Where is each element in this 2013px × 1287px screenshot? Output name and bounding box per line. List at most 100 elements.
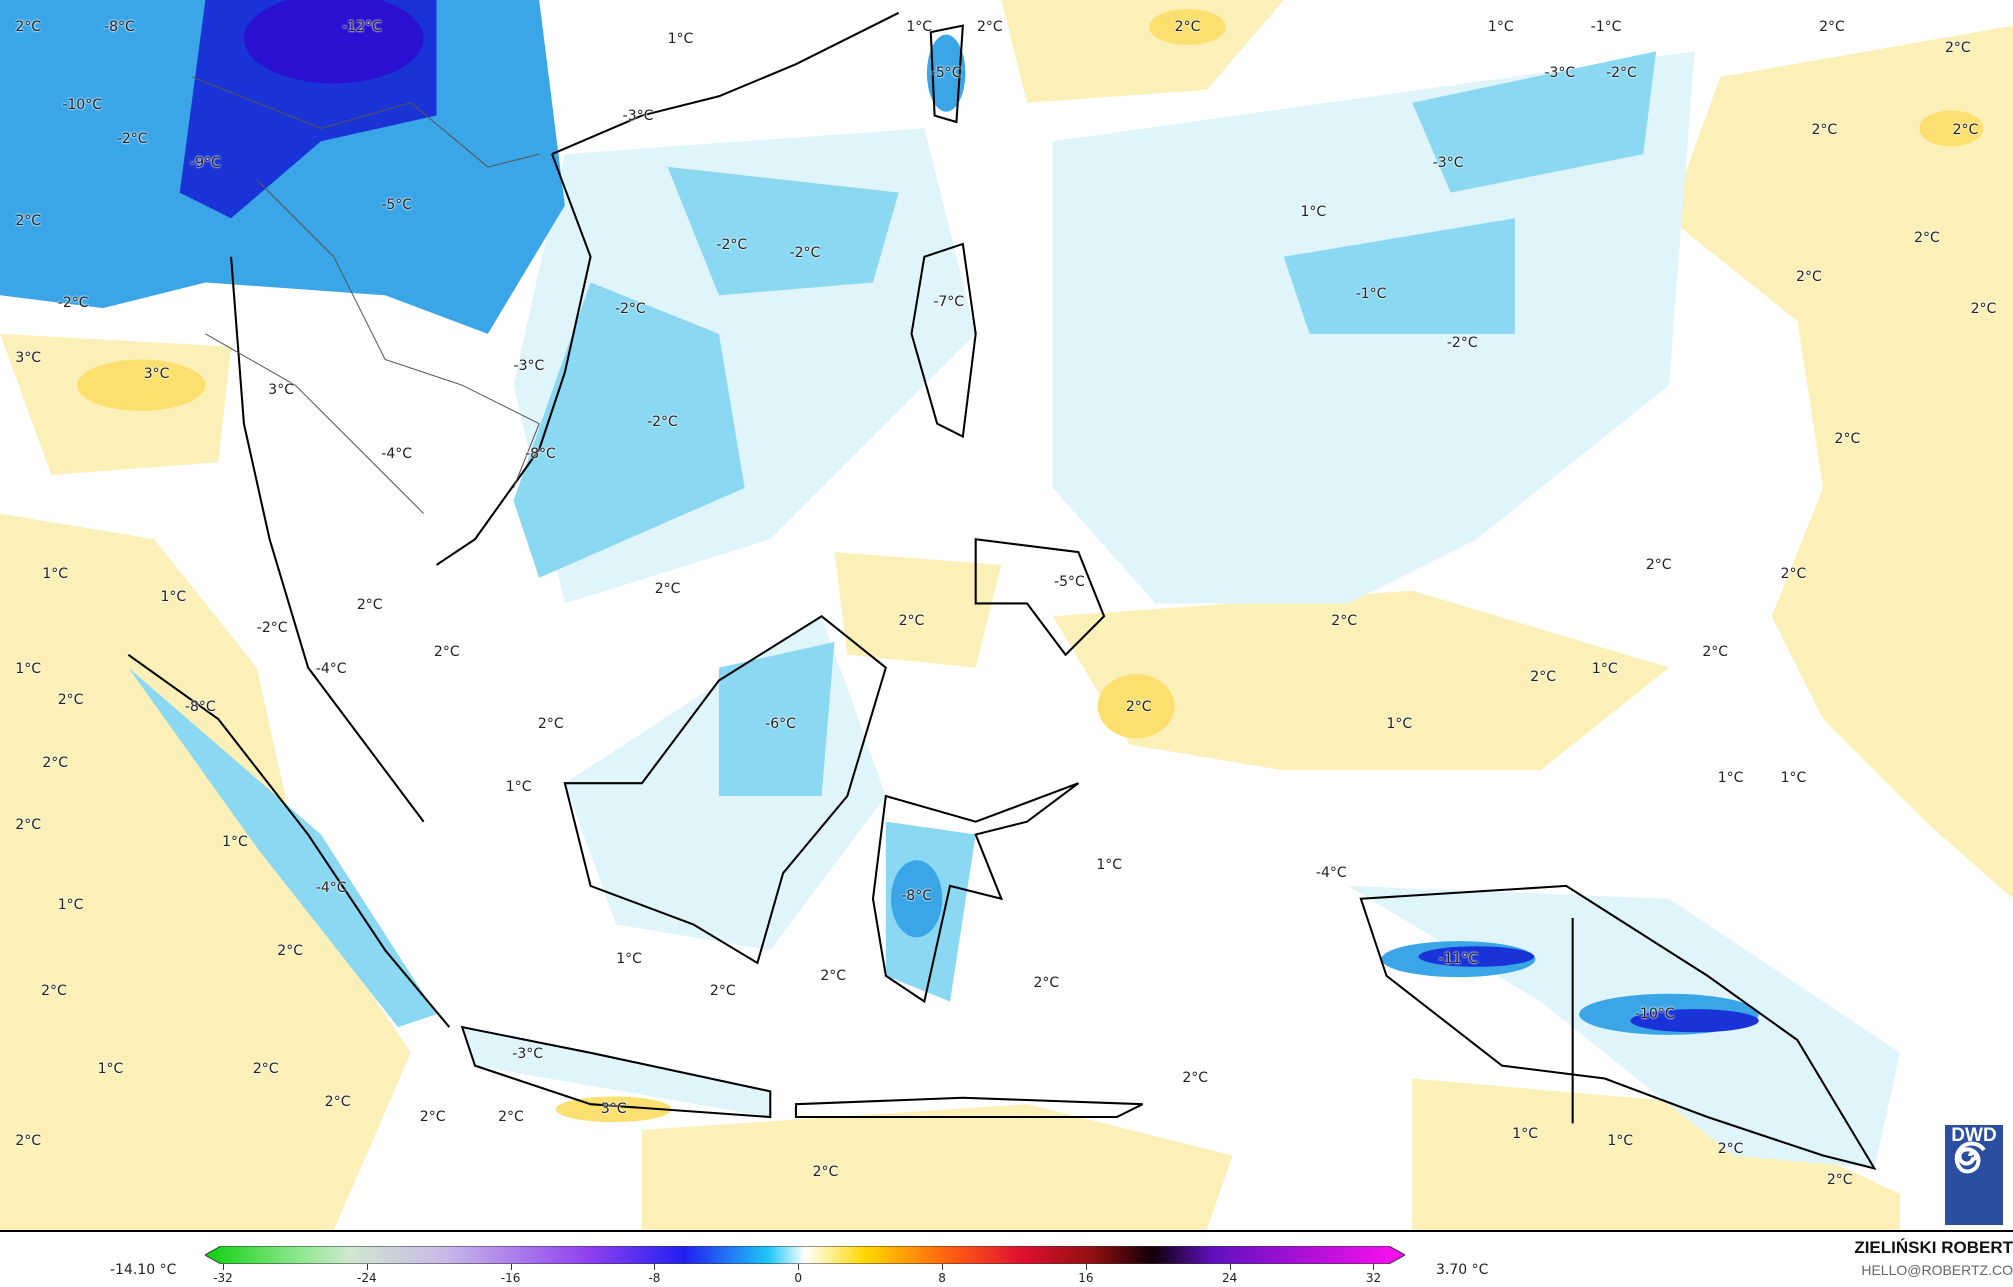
contour-label: -11°C	[1438, 950, 1479, 967]
contour-label: -8°C	[901, 888, 932, 905]
contour-label: 3°C	[268, 382, 294, 399]
contour-label: 2°C	[15, 817, 42, 834]
contour-label: 1°C	[1591, 660, 1618, 677]
contour-label: 2°C	[57, 691, 84, 708]
contour-label: 2°C	[1811, 121, 1838, 138]
contour-label: -2°C	[1606, 65, 1637, 82]
colorbar-tick-mark	[942, 1264, 944, 1270]
contour-label: -1°C	[1355, 285, 1387, 302]
contour-label: 1°C	[1512, 1125, 1538, 1142]
very-cold-core	[243, 0, 424, 84]
contour-label: 2°C	[1702, 644, 1728, 661]
contour-label: -2°C	[716, 237, 748, 254]
contour-label: 1°C	[97, 1061, 124, 1078]
contour-label: -2°C	[647, 414, 678, 431]
contour-label: 2°C	[42, 754, 69, 771]
contour-label: 2°C	[1530, 668, 1556, 685]
contour-label: -2°C	[789, 244, 821, 261]
contour-label: -10°C	[1634, 1006, 1675, 1023]
contour-label: -4°C	[315, 660, 347, 677]
contour-label: 2°C	[1331, 613, 1357, 630]
contour-label: -10°C	[62, 97, 102, 114]
contour-label: 2°C	[537, 716, 564, 733]
colorbar-tick-mark	[223, 1264, 224, 1270]
colorbar-tick-label: -16	[500, 1271, 521, 1285]
contour-label: 1°C	[42, 565, 69, 582]
contour-label: -2°C	[614, 301, 646, 318]
temperature-anomaly-map: -12°C -8°C 2°C 1°C 1°C 2°C 2°C 1°C -1°C 2°C 2°C -5°…	[0, 0, 2013, 1232]
contour-label: 2°C	[356, 596, 383, 613]
contour-label: 1°C	[57, 897, 84, 914]
contour-label: -3°C	[1544, 65, 1576, 82]
contour-label: -7°C	[933, 293, 965, 310]
contour-label: 2°C	[654, 581, 681, 598]
contour-label: 2°C	[1174, 18, 1201, 35]
contour-label: -2°C	[1446, 334, 1478, 351]
contour-label: 1°C	[15, 660, 42, 677]
colorbar-tick-mark	[654, 1264, 656, 1270]
colorbar-tick-mark	[510, 1264, 512, 1270]
contour-label: 1°C	[1487, 18, 1514, 35]
admin-borders	[192, 76, 540, 514]
colorbar-tick-label: 8	[938, 1271, 946, 1285]
contour-label: 2°C	[1826, 1171, 1853, 1188]
contour-label: 2°C	[1182, 1070, 1209, 1087]
contour-label: 2°C	[498, 1108, 524, 1125]
contour-label: -12°C	[342, 18, 382, 35]
spiral-icon	[1954, 1141, 1986, 1174]
dwd-logo-text: DWD	[1951, 1125, 1997, 1146]
contour-label: 2°C	[1717, 1141, 1744, 1157]
contour-label: -2°C	[256, 619, 288, 636]
contour-label: -8°C	[104, 18, 135, 35]
colorbar-tick-label: 16	[1078, 1271, 1094, 1285]
contour-label: 1°C	[1717, 769, 1744, 786]
contour-label: 1°C	[160, 588, 187, 605]
contour-label: 2°C	[324, 1093, 351, 1110]
colorbar-tick-label: -32	[213, 1271, 233, 1285]
contour-label: -4°C	[315, 880, 347, 897]
credit: ZIELIŃSKI ROBERT HELLO@ROBERTZ.CO	[1854, 1238, 2013, 1278]
contour-label: 3°C	[600, 1101, 627, 1118]
contour-label: 2°C	[820, 967, 847, 984]
warm-cores	[77, 8, 1984, 1123]
contour-label: -5°C	[1054, 573, 1085, 590]
contour-label: -3°C	[513, 357, 545, 374]
contour-label: 1°C	[906, 18, 933, 35]
contour-label: -3°C	[512, 1046, 544, 1062]
contour-label: -3°C	[622, 107, 654, 124]
min-value-label: -14.10 °C	[110, 1262, 177, 1278]
contour-label: 2°C	[709, 983, 736, 1000]
contour-label: 1°C	[1300, 203, 1327, 220]
contour-label: 2°C	[15, 18, 42, 35]
legend-footer: -14.10 °C -32 -24 -16 -8 0 8 16 24 32 3.70 °C ZI…	[0, 1232, 2013, 1287]
contour-label: -4°C	[381, 446, 413, 463]
contour-label: 1°C	[1780, 769, 1807, 786]
contour-label: 2°C	[1645, 556, 1672, 573]
coastlines	[127, 11, 1877, 1170]
contour-label: 1°C	[616, 950, 642, 967]
contour-label: -6°C	[765, 716, 796, 733]
contour-label: 2°C	[252, 1061, 279, 1078]
contour-label: 2°C	[1834, 431, 1861, 448]
contour-label: 1°C	[667, 30, 694, 47]
colorbar-tick-label: 24	[1222, 1271, 1238, 1285]
contour-label: 1°C	[505, 778, 532, 795]
colorbar-tick-label: -8	[648, 1271, 661, 1285]
contour-label: 2°C	[419, 1108, 446, 1125]
contour-label: 2°C	[1033, 975, 1060, 992]
colorbar-tick-mark	[798, 1264, 800, 1270]
contour-label: 2°C	[433, 644, 460, 661]
contour-label: 2°C	[41, 983, 67, 1000]
contour-label: -2°C	[57, 294, 89, 311]
contour-label: 1°C	[1607, 1133, 1633, 1150]
contour-label: 3°C	[15, 350, 42, 367]
contour-label: -5°C	[930, 65, 962, 82]
contour-label: -3°C	[1432, 155, 1464, 172]
colorbar-tick-label: 0	[794, 1271, 803, 1285]
contour-label: 2°C	[1796, 269, 1822, 286]
author-email: HELLO@ROBERTZ.CO	[1861, 1262, 2013, 1278]
contour-label: 2°C	[15, 1133, 42, 1150]
colorbar-tick-mark	[1229, 1264, 1231, 1270]
author-name: ZIELIŃSKI ROBERT	[1854, 1238, 2013, 1257]
colorbar-tick-mark	[366, 1264, 368, 1270]
